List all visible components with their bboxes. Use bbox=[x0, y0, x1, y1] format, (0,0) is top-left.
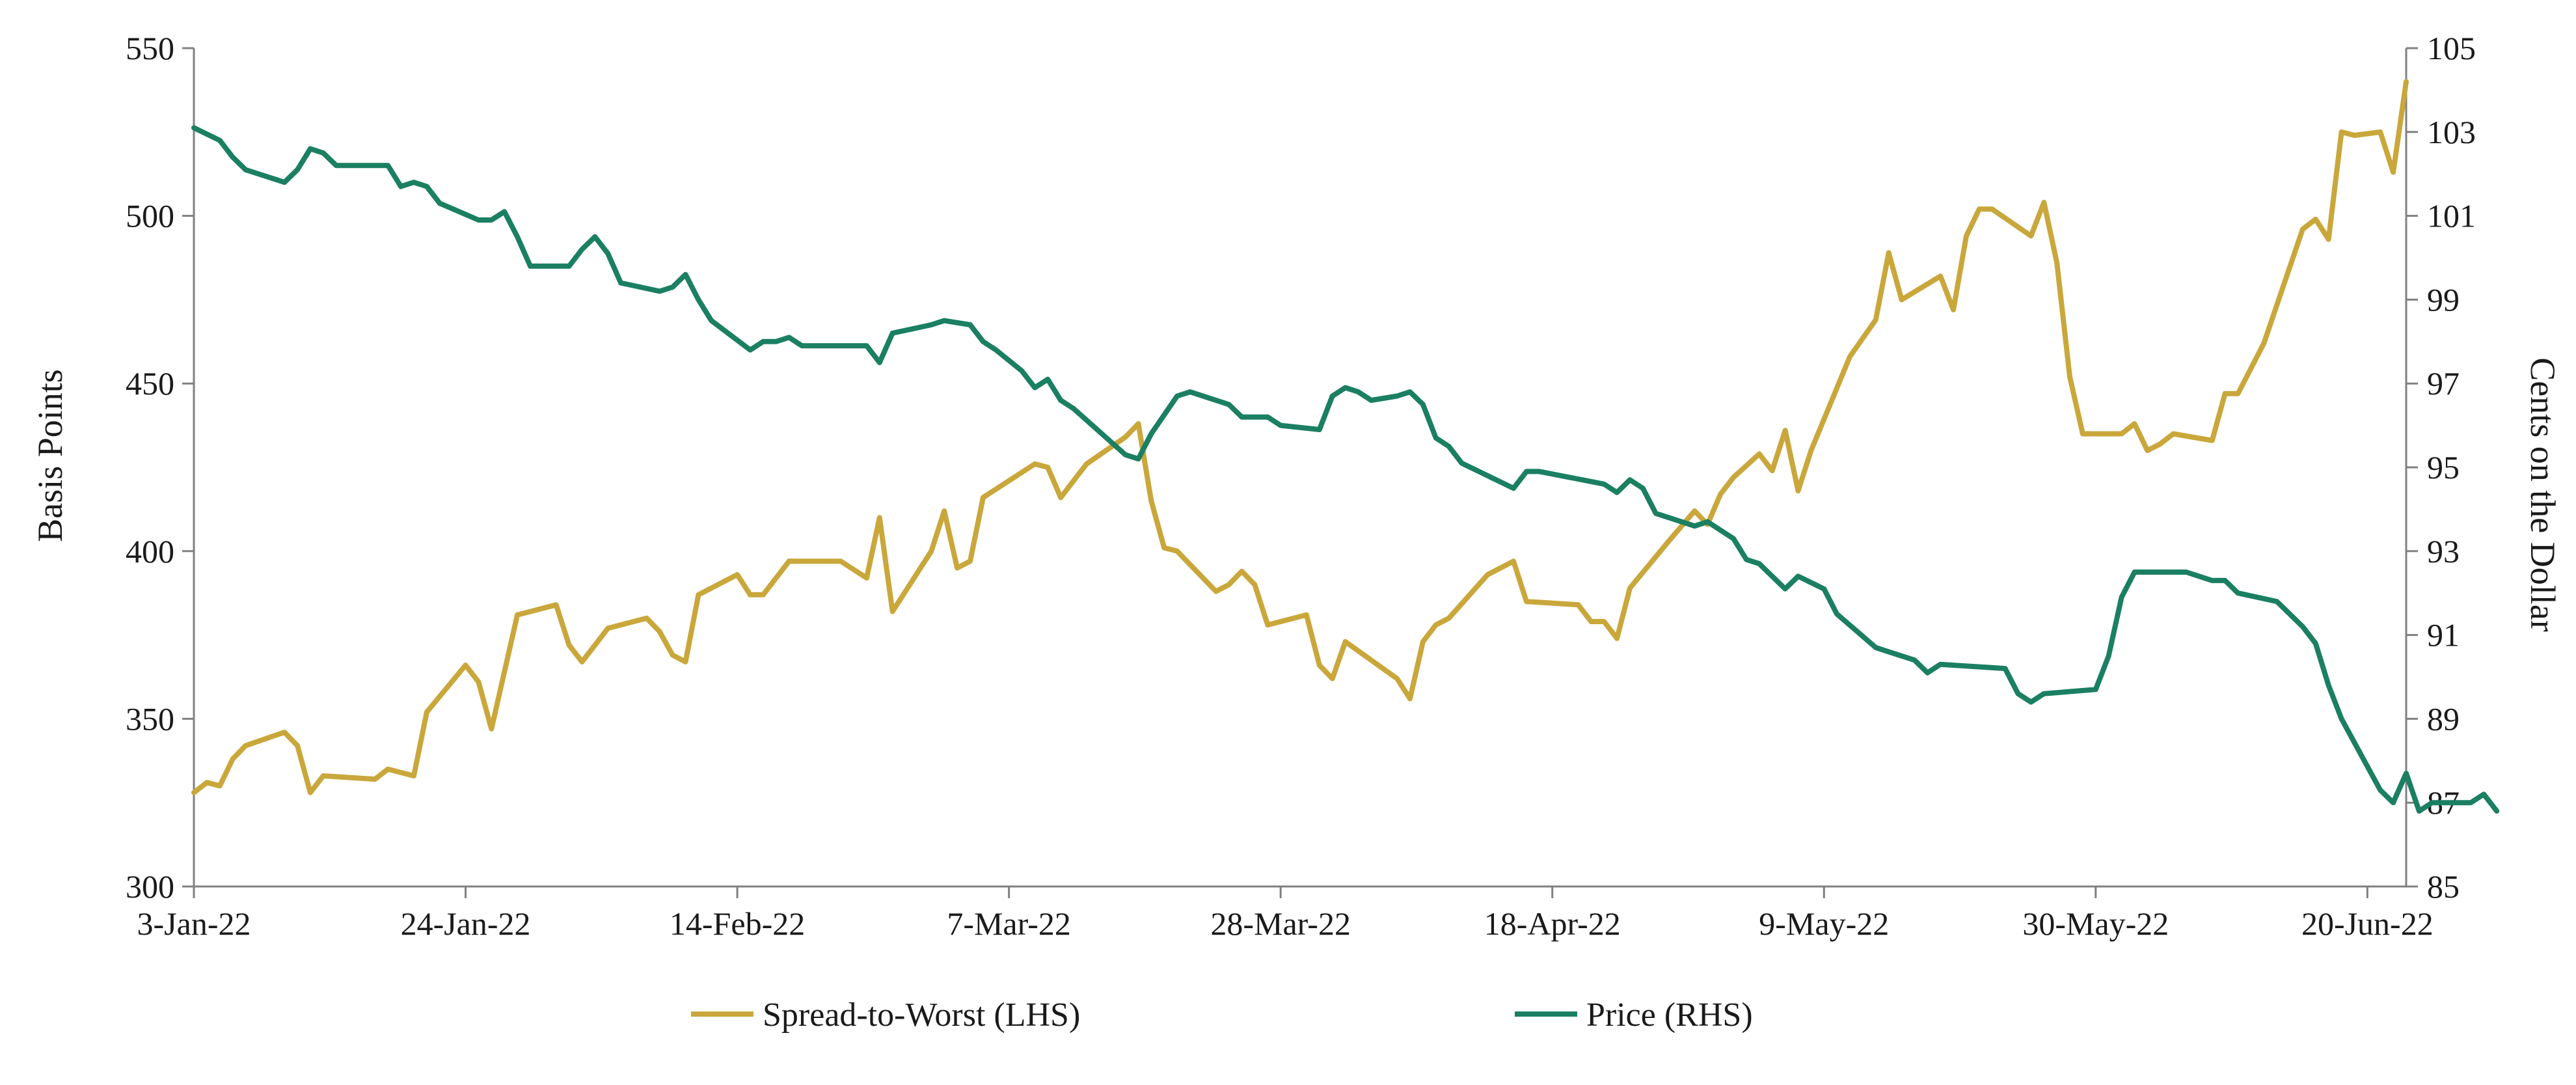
left-tick-label: 400 bbox=[126, 533, 174, 570]
right-tick-label: 93 bbox=[2427, 533, 2460, 570]
right-tick-label: 89 bbox=[2427, 700, 2460, 737]
left-tick-label: 550 bbox=[126, 30, 174, 66]
right-tick-label: 85 bbox=[2427, 868, 2460, 905]
legend-label-price: Price (RHS) bbox=[1586, 996, 1753, 1034]
spread-to-worst-line bbox=[191, 79, 2409, 795]
right-tick-label: 101 bbox=[2427, 198, 2476, 234]
left-tick-label: 350 bbox=[126, 700, 174, 737]
legend: Spread-to-Worst (LHS) Price (RHS) bbox=[691, 996, 1753, 1034]
right-tick-label: 99 bbox=[2427, 281, 2460, 318]
x-axis-ticks: 3-Jan-22 24-Jan-22 14-Feb-22 7-Mar-22 28-Mar… bbox=[137, 886, 2434, 942]
x-tick-label: 28-Mar-22 bbox=[1210, 905, 1351, 942]
right-tick-label: 105 bbox=[2427, 30, 2476, 66]
x-tick-label: 20-Jun-22 bbox=[2301, 905, 2434, 942]
right-tick-label: 91 bbox=[2427, 617, 2460, 653]
left-tick-label: 450 bbox=[126, 365, 174, 402]
x-tick-label: 24-Jan-22 bbox=[401, 905, 531, 942]
right-tick-label: 97 bbox=[2427, 365, 2460, 402]
axes bbox=[193, 48, 2407, 888]
left-axis-title: Basis Points bbox=[31, 369, 70, 542]
right-axis-title: Cents on the Dollar bbox=[2523, 357, 2562, 631]
left-axis-ticks: 300 350 400 450 500 550 bbox=[126, 30, 194, 905]
left-tick-label: 300 bbox=[126, 868, 174, 905]
x-tick-label: 7-Mar-22 bbox=[947, 905, 1071, 942]
x-tick-label: 18-Apr-22 bbox=[1484, 905, 1621, 942]
series-lines bbox=[191, 79, 2500, 814]
legend-label-spread: Spread-to-Worst (LHS) bbox=[763, 996, 1080, 1034]
x-tick-label: 3-Jan-22 bbox=[137, 905, 251, 942]
left-tick-label: 500 bbox=[126, 198, 174, 234]
price-line bbox=[191, 125, 2500, 814]
x-tick-label: 9-May-22 bbox=[1759, 905, 1889, 942]
right-tick-label: 103 bbox=[2427, 114, 2476, 150]
x-tick-label: 14-Feb-22 bbox=[670, 905, 805, 942]
x-tick-label: 30-May-22 bbox=[2022, 905, 2169, 942]
right-tick-label: 95 bbox=[2427, 449, 2460, 486]
